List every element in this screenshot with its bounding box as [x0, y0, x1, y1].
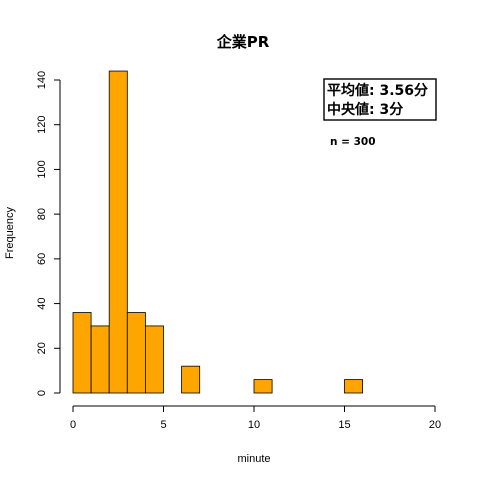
y-tick-label: 80: [36, 208, 48, 220]
histogram-bar: [90, 325, 110, 394]
histogram-bar: [144, 325, 164, 394]
y-axis-label: Frequency: [4, 207, 16, 259]
y-tick-label: 100: [36, 160, 48, 178]
sample-size-label: n = 300: [330, 136, 376, 148]
mean-label: 平均値: 3.56分: [327, 82, 428, 99]
x-tick-label: 20: [429, 419, 441, 431]
histogram-bar: [126, 312, 146, 394]
y-tick-label: 140: [36, 71, 48, 89]
histogram-bar: [72, 312, 92, 394]
x-tick-label: 10: [248, 419, 260, 431]
histogram-bar: [344, 379, 364, 394]
stats-box-border: [323, 78, 437, 121]
x-tick-label: 0: [70, 419, 76, 431]
x-axis: 0 5 10 15 20: [70, 405, 441, 431]
histogram-bar: [108, 70, 128, 394]
x-tick-label: 5: [160, 419, 166, 431]
y-tick-label: 120: [36, 116, 48, 134]
median-label: 中央値: 3分: [327, 101, 403, 118]
chart-title: 企業PR: [216, 33, 270, 51]
y-axis: 0 20 40 60 80 100 120 140: [36, 71, 61, 396]
x-tick-label: 15: [338, 419, 350, 431]
histogram-bar: [253, 379, 273, 394]
x-axis-label: minute: [237, 453, 270, 465]
histogram-bar: [181, 365, 201, 394]
stats-legend-box: 平均値: 3.56分 中央値: 3分: [323, 78, 437, 121]
y-tick-label: 60: [36, 253, 48, 265]
bars-group: [72, 70, 364, 394]
y-tick-label: 0: [36, 390, 48, 396]
y-tick-label: 20: [36, 342, 48, 354]
y-tick-label: 40: [36, 297, 48, 309]
